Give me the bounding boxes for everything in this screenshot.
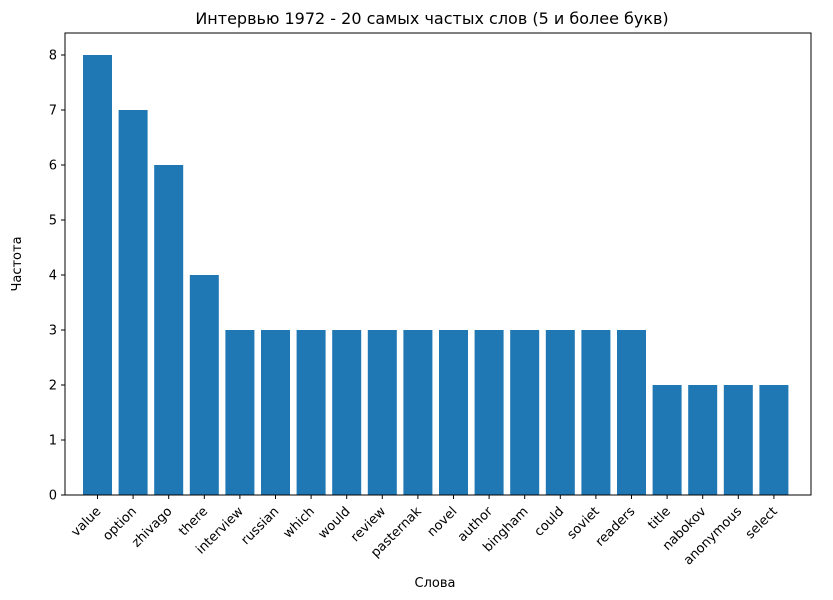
x-tick-label-would: would	[316, 504, 354, 542]
bar-interview	[225, 330, 255, 495]
bar-russian	[261, 330, 290, 495]
y-axis-label: Частота	[10, 236, 25, 291]
x-tick-label-readers: readers	[593, 504, 639, 550]
y-tick-label: 1	[49, 434, 57, 449]
bar-which	[296, 330, 326, 495]
chart-title: Интервью 1972 - 20 самых частых слов (5 …	[195, 9, 668, 28]
y-tick-label: 3	[49, 324, 57, 339]
x-tick-label-russian: russian	[239, 504, 283, 548]
bar-review	[367, 330, 397, 495]
bar-novel	[439, 330, 468, 495]
bar-select	[759, 385, 789, 495]
x-tick-label-which: which	[281, 504, 318, 541]
bar-title	[652, 385, 682, 495]
bar-bingham	[510, 330, 540, 495]
y-tick-label: 8	[49, 49, 57, 64]
y-tick-label: 2	[49, 379, 57, 394]
x-tick-label-select: select	[743, 504, 781, 542]
y-tick-label: 7	[49, 104, 57, 119]
bar-zhivago	[154, 165, 184, 495]
bar-there	[189, 275, 219, 495]
y-tick-label: 4	[49, 269, 57, 284]
bar-option	[118, 110, 148, 495]
bar-anonymous	[723, 385, 753, 495]
bar-soviet	[581, 330, 611, 495]
x-axis-label: Слова	[415, 576, 456, 591]
y-tick-label: 0	[49, 489, 57, 504]
x-tick-label-title: title	[645, 504, 674, 533]
bar-could	[545, 330, 575, 495]
x-tick-label-value: value	[69, 504, 105, 540]
y-tick-label: 6	[49, 159, 57, 174]
bar-value	[83, 55, 112, 495]
bar-nabokov	[688, 385, 718, 495]
plot-frame	[64, 32, 812, 496]
bar-author	[474, 330, 504, 495]
bar-readers	[617, 330, 646, 495]
y-tick-label: 5	[49, 214, 57, 229]
bar-pasternak	[403, 330, 433, 495]
bar-would	[332, 330, 362, 495]
x-tick-label-could: could	[532, 504, 568, 540]
